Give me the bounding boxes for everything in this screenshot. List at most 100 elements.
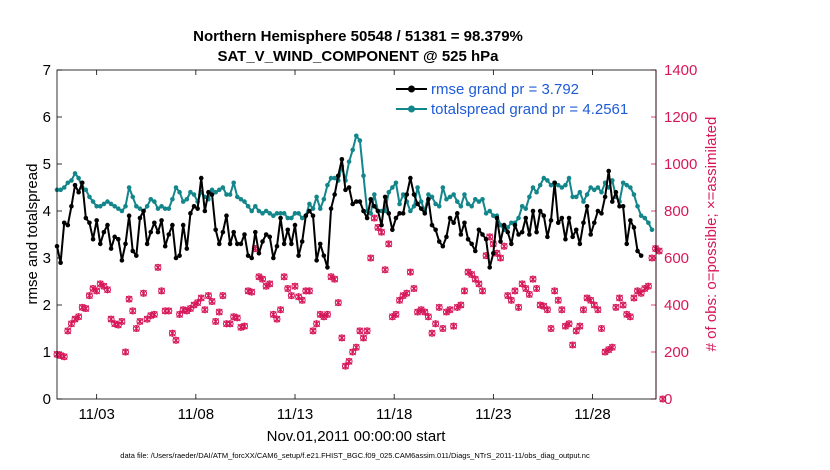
- totalspread-point: [134, 204, 139, 209]
- y-right-tick-label: 800: [664, 203, 689, 220]
- x-tick-label: 11/28: [574, 406, 610, 423]
- rmse-point: [505, 229, 511, 235]
- y-axis-left-label: rmse and totalspread: [24, 164, 41, 305]
- totalspread-point: [256, 208, 262, 214]
- totalspread-point: [649, 227, 655, 233]
- totalspread-point: [123, 204, 128, 209]
- totalspread-point: [429, 194, 435, 200]
- totalspread-point: [599, 189, 604, 195]
- totalspread-point: [573, 194, 579, 200]
- y-left-tick-label: 0: [43, 391, 51, 408]
- rmse-point: [638, 253, 644, 258]
- totalspread-point: [292, 211, 298, 216]
- totalspread-point: [274, 211, 280, 216]
- rmse-point: [112, 234, 117, 240]
- obs-assimilated-point: [493, 249, 501, 257]
- rmse-point: [213, 227, 218, 233]
- rmse-point: [620, 204, 626, 209]
- totalspread-point: [307, 201, 312, 207]
- totalspread-point: [289, 215, 294, 221]
- obs-assimilated-point: [248, 288, 256, 296]
- obs-assimilated-point: [208, 297, 216, 305]
- totalspread-point: [310, 206, 316, 211]
- totalspread-point: [159, 204, 164, 209]
- rmse-point: [343, 187, 348, 193]
- totalspread-point: [332, 175, 337, 181]
- totalspread-point: [386, 189, 392, 195]
- obs-assimilated-point: [381, 266, 389, 274]
- rmse-point: [584, 204, 590, 209]
- rmse-point: [58, 260, 63, 266]
- obs-assimilated-point: [309, 327, 317, 335]
- obs-assimilated-point: [396, 296, 403, 304]
- rmse-point: [512, 222, 518, 228]
- rmse-point: [191, 204, 197, 209]
- totalspread-point: [90, 199, 96, 204]
- obs-assimilated-point: [255, 273, 263, 281]
- rmse-point: [271, 255, 276, 261]
- obs-assimilated-point: [424, 313, 432, 321]
- rmse-point: [206, 189, 211, 195]
- obs-assimilated-point: [233, 314, 241, 322]
- rmse-point: [159, 218, 164, 223]
- y-axis-left: 0 1 2 3 4 5 6 7: [43, 62, 62, 408]
- totalspread-point: [350, 147, 355, 153]
- obs-assimilated-point: [583, 294, 591, 302]
- totalspread-point: [101, 201, 107, 207]
- totalspread-point: [642, 215, 648, 221]
- rmse-point: [253, 229, 258, 235]
- obs-assimilated-point: [165, 307, 173, 315]
- rmse-point: [216, 241, 222, 247]
- obs-assimilated-point: [269, 310, 277, 318]
- obs-assimilated-point: [432, 320, 440, 328]
- totalspread-point: [155, 206, 161, 211]
- rmse-point: [97, 241, 103, 247]
- obs-assimilated-point: [154, 263, 162, 271]
- obs-assimilated-point: [60, 353, 68, 361]
- totalspread-point: [108, 201, 114, 207]
- totalspread-point: [577, 189, 583, 195]
- rmse-point: [198, 175, 204, 181]
- rmse-point: [303, 213, 309, 218]
- rmse-point: [299, 239, 305, 244]
- y-left-tick-label: 6: [43, 109, 51, 126]
- obs-assimilated-point: [356, 327, 364, 335]
- rmse-point: [393, 215, 399, 221]
- obs-assimilated-point: [378, 228, 385, 236]
- rmse-point: [454, 211, 460, 216]
- obs-assimilated-point: [475, 280, 483, 288]
- rmse-point: [555, 220, 561, 226]
- obs-assimilated-point: [201, 306, 209, 314]
- rmse-point: [94, 218, 99, 223]
- totalspread-point: [216, 187, 222, 193]
- totalspread-point: [458, 204, 464, 209]
- obs-assimilated-point: [385, 240, 393, 248]
- rmse-point: [126, 213, 132, 218]
- x-tick-label: 11/18: [376, 406, 412, 423]
- obs-assimilated-point: [468, 270, 476, 278]
- totalspread-point: [530, 185, 536, 190]
- rmse-point: [76, 189, 81, 195]
- totalspread-point: [527, 194, 532, 200]
- rmse-point: [566, 215, 572, 221]
- rmse-point: [530, 208, 536, 214]
- rmse-point: [570, 234, 575, 240]
- obs-assimilated-point: [349, 348, 357, 356]
- rmse-point: [328, 206, 334, 211]
- obs-assimilated-point: [93, 287, 101, 295]
- rmse-point: [436, 239, 442, 244]
- totalspread-point: [231, 180, 236, 186]
- rmse-point: [162, 243, 168, 249]
- rmse-point: [563, 236, 568, 242]
- legend-spread-label: totalspread grand pr = 4.2561: [431, 101, 628, 118]
- totalspread-point: [184, 196, 190, 202]
- rmse-point: [379, 222, 384, 228]
- totalspread-point: [444, 196, 449, 202]
- rmse-point: [581, 220, 586, 226]
- totalspread-point: [166, 206, 172, 211]
- rmse-point: [573, 227, 579, 233]
- totalspread-point: [472, 196, 478, 202]
- totalspread-point: [631, 192, 637, 197]
- rmse-point: [429, 222, 435, 228]
